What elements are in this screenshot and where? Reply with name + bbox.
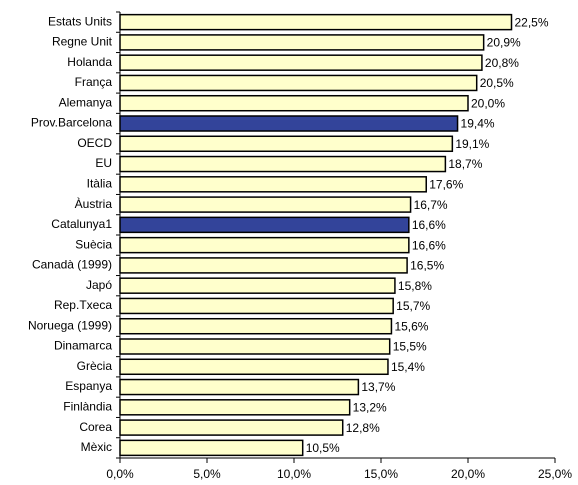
value-label: 13,7% (361, 380, 395, 394)
value-label: 19,1% (455, 137, 489, 151)
y-tick-label: Canadà (1999) (32, 258, 112, 272)
y-tick-label: França (75, 75, 113, 89)
y-tick-label: Regne Unit (52, 35, 113, 49)
value-label: 20,0% (471, 96, 505, 110)
bar (119, 297, 394, 315)
y-tick-label: Catalunya1 (51, 217, 112, 231)
bar (119, 34, 485, 51)
y-tick-label: Finlàndia (63, 399, 112, 413)
value-label: 15,7% (396, 299, 430, 313)
bar (119, 216, 410, 234)
value-label: 15,5% (393, 340, 427, 354)
y-tick-label: OECD (77, 136, 112, 150)
bar (119, 399, 351, 416)
y-tick-label: Àustria (75, 196, 113, 211)
value-label: 13,2% (353, 400, 387, 414)
x-tick-label: 15,0% (364, 467, 398, 481)
value-label: 19,4% (461, 117, 495, 131)
y-tick-label: Mèxic (81, 440, 112, 454)
bar (119, 439, 304, 457)
bar (119, 257, 408, 274)
value-label: 16,6% (412, 218, 446, 232)
value-label: 16,7% (414, 198, 448, 212)
value-label: 12,8% (346, 421, 380, 435)
value-label: 15,6% (394, 319, 428, 333)
value-label: 10,5% (306, 441, 340, 455)
bar (119, 94, 469, 112)
y-tick-label: Holanda (67, 55, 112, 69)
bar (119, 358, 389, 376)
x-tick-label: 10,0% (277, 467, 311, 481)
bar (119, 196, 412, 213)
bar (119, 419, 344, 436)
bar (119, 74, 478, 92)
value-label: 22,5% (515, 15, 549, 29)
y-tick-label: Suècia (75, 237, 112, 251)
value-label: 16,5% (410, 259, 444, 273)
y-tick-label: Espanya (65, 379, 112, 393)
y-tick-label: Rep.Txeca (54, 298, 112, 312)
x-tick-label: 5,0% (193, 467, 221, 481)
value-label: 20,9% (487, 36, 521, 50)
bar (119, 176, 427, 193)
value-label: 20,5% (480, 76, 514, 90)
value-label: 18,7% (448, 157, 482, 171)
bar (119, 115, 459, 132)
bar (119, 135, 454, 153)
bar (119, 338, 391, 355)
y-tick-label: Japó (86, 278, 112, 292)
value-label: 16,6% (412, 238, 446, 252)
y-tick-label: Grècia (77, 359, 113, 373)
y-tick-label: Alemanya (59, 95, 113, 109)
value-label: 15,4% (391, 360, 425, 374)
y-tick-label: Estats Units (48, 14, 112, 28)
value-label: 20,8% (485, 56, 519, 70)
y-tick-label: Prov.Barcelona (31, 116, 112, 130)
bar (119, 236, 410, 254)
bar (119, 13, 513, 31)
value-label: 17,6% (429, 177, 463, 191)
bar (119, 277, 396, 294)
y-tick-label: Dinamarca (54, 339, 112, 353)
x-tick-label: 25,0% (538, 467, 572, 481)
x-tick-label: 20,0% (451, 467, 485, 481)
bar (119, 317, 393, 335)
y-tick-label: EU (95, 156, 112, 170)
bar (119, 54, 483, 71)
x-tick-label: 0,0% (106, 467, 134, 481)
bar (119, 378, 360, 396)
bar (119, 155, 447, 173)
value-label: 15,8% (398, 279, 432, 293)
y-tick-label: Noruega (1999) (28, 318, 112, 332)
y-tick-label: Itàlia (87, 176, 113, 190)
y-tick-label: Corea (79, 420, 112, 434)
